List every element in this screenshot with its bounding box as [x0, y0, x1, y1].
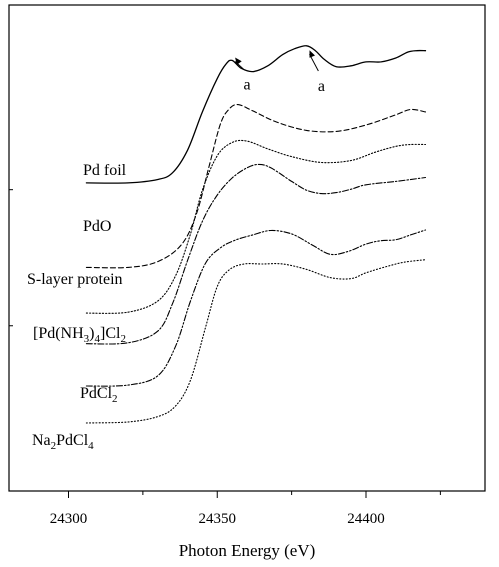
series-lines [85, 45, 427, 424]
series-label-pd-nh3-4-cl2: [Pd(NH3)4]Cl2 [33, 325, 126, 345]
series-line-na2pdcl4 [85, 259, 427, 424]
annotation-arrow-head [309, 50, 315, 58]
series-label-s-layer-protein: S-layer protein [27, 271, 123, 288]
series-label-pdcl2: PdCl2 [80, 385, 118, 405]
x-tick-label: 24300 [50, 511, 88, 527]
x-tick-label: 24350 [199, 511, 237, 527]
series-label-pd-foil: Pd foil [83, 162, 127, 179]
x-axis-label: Photon Energy (eV) [179, 541, 316, 560]
series-label-na2pdcl4: Na2PdCl4 [32, 432, 94, 452]
annotation-arrow-head [235, 57, 242, 65]
annotation-label: a [318, 78, 325, 95]
series-line-s-layer-protein [85, 139, 427, 314]
series-line-pdcl2 [85, 229, 427, 387]
series-labels: Pd foil PdO S-layer protein [Pd(NH3)4]Cl2 Pd… [27, 162, 127, 452]
plot-frame [8, 4, 486, 492]
x-axis-ticks: 24300 24350 24400 [9, 189, 441, 527]
annotation-label: a [243, 77, 250, 94]
series-label-pdo: PdO [83, 218, 111, 235]
x-tick-label: 24400 [347, 511, 385, 527]
series-line-pd-foil [85, 45, 427, 184]
series-line-pd-nh3-4-cl2 [85, 163, 427, 345]
series-line-pdo [85, 104, 427, 269]
